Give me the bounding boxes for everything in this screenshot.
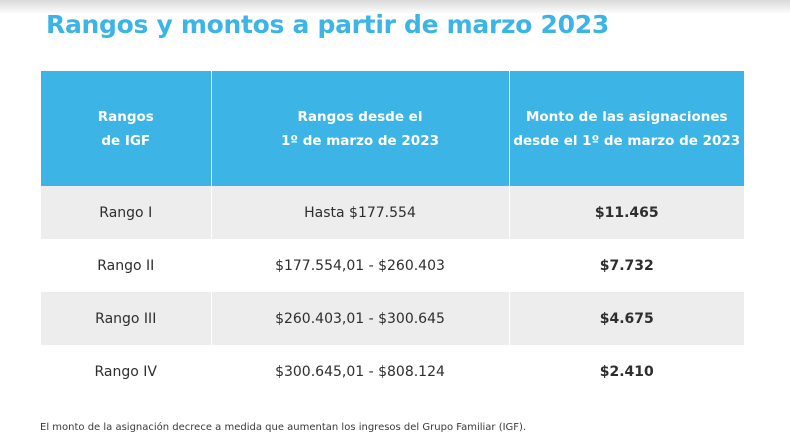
igf-ranges-table: Rangos de IGF Rangos desde el 1º de marz…: [41, 71, 744, 398]
header-line: Monto de las asignaciones: [525, 108, 728, 125]
header-rangos-igf: Rangos de IGF: [41, 71, 211, 186]
rango-cell: Rango IV: [41, 345, 211, 398]
monto-cell: $2.410: [508, 345, 744, 398]
table-row: Rango IV $300.645,01 - $808.124 $2.410: [41, 345, 744, 398]
header-monto-asignaciones: Monto de las asignaciones desde el 1º de…: [508, 71, 744, 186]
rango-desde-cell: $300.645,01 - $808.124: [210, 345, 509, 398]
header-line: Rangos desde el: [297, 108, 423, 125]
header-line: 1º de marzo de 2023: [281, 132, 439, 149]
header-line: de IGF: [101, 132, 151, 149]
table-header-row: Rangos de IGF Rangos desde el 1º de marz…: [41, 71, 744, 186]
table-row: Rango I Hasta $177.554 $11.465: [41, 186, 744, 239]
rango-cell: Rango I: [41, 186, 211, 239]
rango-cell: Rango II: [41, 239, 211, 292]
monto-cell: $4.675: [508, 292, 744, 345]
rango-desde-cell: $177.554,01 - $260.403: [210, 239, 509, 292]
rango-desde-cell: Hasta $177.554: [210, 186, 509, 239]
header-line: Rangos: [97, 108, 154, 125]
monto-cell: $7.732: [508, 239, 744, 292]
table-row: Rango II $177.554,01 - $260.403 $7.732: [41, 239, 744, 292]
header-rangos-desde: Rangos desde el 1º de marzo de 2023: [210, 71, 509, 186]
rango-cell: Rango III: [41, 292, 211, 345]
table-row: Rango III $260.403,01 - $300.645 $4.675: [41, 292, 744, 345]
monto-cell: $11.465: [508, 186, 744, 239]
rango-desde-cell: $260.403,01 - $300.645: [210, 292, 509, 345]
header-line: desde el 1º de marzo de 2023: [513, 132, 741, 149]
top-shadow: [0, 0, 790, 14]
page-title: Rangos y montos a partir de marzo 2023: [46, 10, 609, 39]
footnote: El monto de la asignación decrece a medi…: [40, 422, 527, 433]
